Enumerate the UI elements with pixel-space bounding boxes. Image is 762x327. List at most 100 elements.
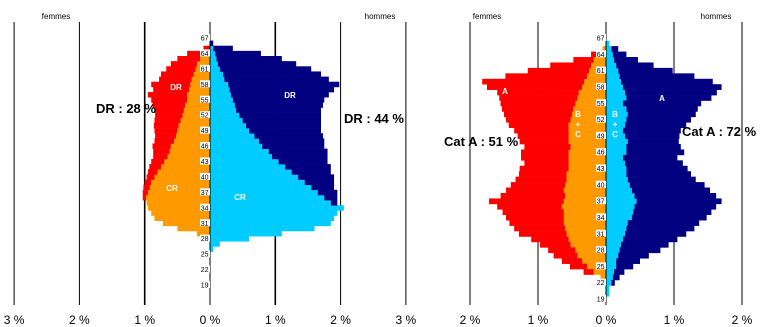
bar-hommes-a-age-23	[612, 274, 620, 281]
bar-hommes-a-age-37	[636, 198, 722, 205]
bar-hommes-dr-age-52	[239, 112, 322, 119]
bar-hommes-b-c-age-54	[606, 105, 627, 112]
bar-hommes-a-age-35	[633, 209, 712, 216]
segment-label: DR	[284, 91, 296, 100]
bar-hommes-b-c-age-65	[606, 46, 612, 52]
bar-femmes-b-c-age-30	[568, 236, 606, 243]
bar-hommes-b-c-age-44	[606, 160, 626, 167]
bar-femmes-cr-age-50	[178, 122, 210, 129]
bar-femmes-dr-age-41	[147, 169, 158, 175]
segment-label: B	[612, 110, 618, 119]
bar-femmes-dr-age-49	[154, 128, 178, 134]
bar-hommes-a-age-34	[631, 214, 707, 221]
bar-hommes-a-age-39	[631, 187, 711, 194]
bar-hommes-b-c-age-26	[606, 258, 617, 264]
bar-hommes-a-age-43	[626, 165, 688, 172]
bar-hommes-b-c-age-60	[606, 73, 620, 80]
bar-femmes-cr-age-55	[187, 97, 210, 103]
bar-hommes-b-c-age-35	[606, 209, 634, 216]
bar-femmes-a-age-41	[515, 176, 567, 183]
bar-hommes-dr-age-61	[219, 66, 312, 72]
bar-femmes-a-age-25	[569, 263, 587, 270]
bar-hommes-a-age-28	[619, 247, 661, 254]
bar-hommes-cr-age-40	[210, 174, 299, 180]
bar-hommes-dr-age-49	[249, 128, 322, 134]
bar-hommes-a-age-41	[627, 176, 696, 183]
annotation-right-pct: DR : 44 %	[344, 111, 404, 126]
age-label-bg	[200, 234, 210, 242]
bar-femmes-b-c-age-50	[568, 127, 606, 134]
bar-hommes-dr-age-64	[215, 50, 261, 57]
bar-hommes-b-c-age-62	[606, 62, 617, 69]
bar-femmes-b-c-age-58	[582, 84, 606, 90]
bar-hommes-a-age-31	[625, 231, 687, 237]
bar-femmes-a-age-37	[489, 198, 564, 205]
bar-femmes-b-c-age-33	[563, 220, 606, 226]
bar-hommes-a-age-45	[623, 154, 678, 161]
bar-femmes-b-c-age-23	[600, 274, 606, 281]
bar-femmes-cr-age-32	[154, 215, 210, 221]
bar-hommes-a-age-44	[625, 160, 683, 167]
bar-hommes-a-age-62	[616, 62, 654, 69]
bar-hommes-b-c-age-48	[606, 138, 628, 145]
pyramid-chart-2: 2 % 1 % 0 % 1 % 2 % 19 22 25 28 31 34 37 40 43 46 49 52 5…	[444, 12, 757, 327]
age-label-bg	[596, 164, 606, 172]
bar-hommes-dr-age-51	[242, 117, 322, 124]
age-label: 31	[201, 221, 209, 228]
bar-femmes-a-age-36	[497, 203, 562, 210]
bar-hommes-dr-age-59	[224, 76, 329, 83]
bar-hommes-dr-age-55	[232, 97, 325, 103]
age-label-bg	[596, 50, 606, 58]
bar-hommes-dr-age-48	[254, 133, 323, 139]
bar-femmes-b-c-age-47	[570, 144, 606, 150]
age-label-bg	[200, 265, 210, 273]
bar-femmes-b-c-age-52	[570, 116, 606, 123]
bar-hommes-b-c-age-36	[606, 203, 635, 210]
bar-hommes-b-c-age-20	[606, 290, 610, 297]
bar-femmes-a-age-45	[521, 154, 569, 161]
bar-femmes-b-c-age-53	[572, 111, 606, 118]
bar-hommes-dr-age-66	[210, 40, 214, 47]
bar-hommes-cr-age-36	[210, 194, 325, 201]
bar-hommes-b-c-age-24	[606, 269, 615, 275]
segment-label: +	[613, 120, 618, 129]
x-tick-label: 2 %	[732, 313, 753, 327]
bar-hommes-a-age-26	[616, 258, 640, 264]
bar-hommes-a-age-32	[626, 225, 695, 232]
x-tick-label: 2 %	[330, 313, 351, 327]
bar-femmes-dr-age-64	[187, 50, 204, 57]
bar-femmes-cr-age-54	[185, 102, 210, 108]
bar-femmes-b-c-age-65	[602, 46, 606, 52]
bar-hommes-a-age-25	[616, 263, 634, 270]
bar-femmes-a-age-54	[501, 105, 574, 112]
bar-hommes-a-age-60	[619, 73, 695, 80]
bar-hommes-cr-age-41	[210, 169, 292, 175]
age-label-bg	[200, 219, 210, 227]
bar-femmes-a-age-33	[509, 220, 564, 226]
bar-hommes-b-c-age-45	[606, 154, 623, 161]
bar-femmes-dr-age-57	[153, 86, 190, 93]
bar-hommes-cr-age-26	[210, 246, 214, 252]
segment-label: A	[502, 87, 508, 96]
bar-hommes-b-c-age-64	[606, 51, 613, 58]
bar-femmes-a-age-29	[540, 241, 571, 248]
bar-hommes-a-age-63	[614, 57, 638, 63]
bar-hommes-cr-age-37	[210, 189, 318, 196]
bar-hommes-b-c-age-39	[606, 187, 632, 194]
bar-hommes-b-c-age-52	[606, 116, 627, 123]
bar-hommes-dr-age-35	[330, 200, 338, 206]
bar-hommes-dr-age-60	[223, 71, 322, 77]
bar-femmes-b-c-age-60	[586, 73, 606, 80]
bar-hommes-cr-age-63	[210, 56, 217, 62]
age-label-bg	[200, 34, 210, 41]
bar-hommes-b-c-age-38	[606, 192, 635, 199]
hommes-label: hommes	[365, 12, 396, 21]
bar-hommes-b-c-age-51	[606, 122, 626, 129]
bar-femmes-cr-age-46	[170, 143, 210, 149]
age-label: 58	[201, 82, 209, 89]
bar-femmes-a-age-53	[504, 111, 572, 118]
bar-hommes-cr-age-48	[210, 133, 255, 139]
bar-femmes-a-age-46	[521, 149, 569, 156]
bar-hommes-a-age-57	[625, 89, 717, 96]
bar-hommes-dr-age-43	[278, 158, 328, 165]
